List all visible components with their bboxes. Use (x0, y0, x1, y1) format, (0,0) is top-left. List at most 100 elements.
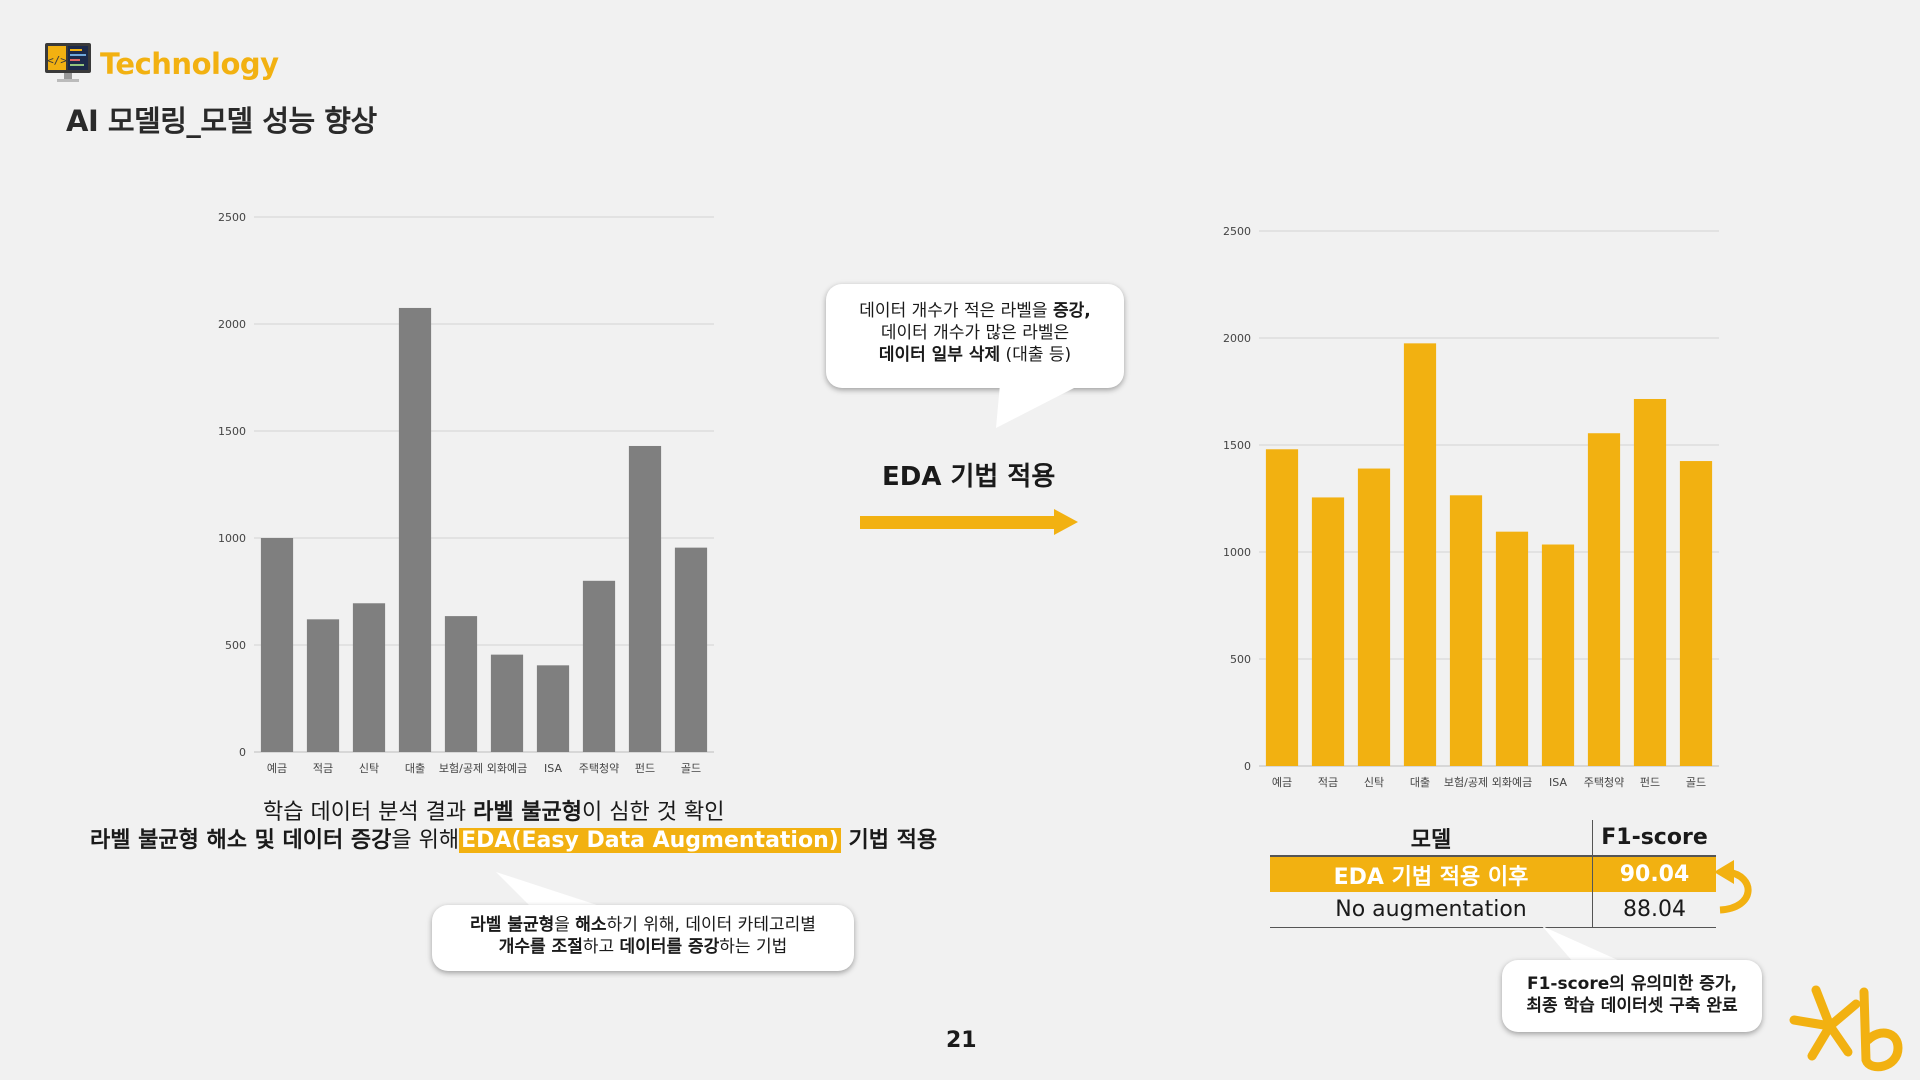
after-chart-bar (1311, 497, 1345, 766)
text: 하는 기법 (719, 937, 788, 957)
bubble-left: 라벨 불균형을 해소하기 위해, 데이터 카테고리별 개수를 조절하고 데이터를… (432, 905, 854, 971)
table-header-row: 모델 F1-score (1270, 820, 1716, 857)
text: 을 (554, 915, 576, 935)
bold-text: 증강, (1052, 301, 1091, 321)
label-distribution-before-chart: 0 500 1000 1500 2000 2500 예금 적금 신탁 대출 보험/공제 외화예금 ISA… (200, 200, 740, 794)
label-distribution-after-chart: 0 500 1000 1500 2000 2500 예금 적금 신탁 대출 보험/공제 외화예금 ISA… (1205, 214, 1745, 808)
before-chart-category-label: 골드 (681, 762, 701, 775)
bold-text: 데이터를 증강 (619, 937, 720, 957)
after-chart-y-tick-label: 2000 (1223, 332, 1251, 345)
after-chart-bar (1357, 468, 1391, 766)
after-chart-category-label: 외화예금 (1492, 776, 1532, 789)
before-chart-y-tick-label: 1000 (218, 532, 246, 545)
before-chart-category-label: 예금 (267, 762, 287, 775)
bubble-right-line-2: 최종 학습 데이터셋 구축 완료 (1526, 996, 1738, 1016)
bubble-left-tail (496, 872, 600, 906)
right-arrow-icon (860, 509, 1078, 535)
after-chart-category-label: 펀드 (1640, 776, 1660, 789)
before-chart-bar (444, 616, 478, 752)
text: 데이터 개수가 적은 라벨을 (859, 301, 1053, 321)
before-chart-bar (582, 580, 616, 752)
after-chart-category-label: 주택청약 (1584, 775, 1624, 789)
curved-up-arrow-icon (1714, 860, 1752, 914)
text: 하기 위해, 데이터 카테고리별 (606, 915, 816, 935)
score-cell: 88.04 (1592, 892, 1716, 928)
kb-star-logo (1789, 985, 1903, 1072)
monitor-code-icon: </> (45, 43, 91, 82)
after-chart-bar (1265, 449, 1299, 766)
before-chart-bar (536, 665, 570, 752)
after-chart-bar (1403, 343, 1437, 766)
after-chart-y-tick-label: 1500 (1223, 439, 1251, 452)
caption-line-1: 학습 데이터 분석 결과 라벨 불균형이 심한 것 확인 (263, 794, 724, 826)
after-chart-bar (1495, 531, 1529, 766)
eda-highlight: EDA(Easy Data Augmentation) (459, 828, 841, 853)
bubble-top: 데이터 개수가 적은 라벨을 증강, 데이터 개수가 많은 라벨은 데이터 일부… (826, 284, 1124, 388)
caption-text: 이 심한 것 확인 (582, 800, 725, 825)
after-chart-y-tick-label: 2500 (1223, 225, 1251, 238)
bubble-right-tail (1542, 926, 1640, 970)
before-chart-y-tick-label: 500 (225, 639, 246, 652)
bubble-top-line-2: 데이터 개수가 많은 라벨은 (880, 323, 1070, 343)
bubble-top-line-1: 데이터 개수가 적은 라벨을 증강, (826, 300, 1124, 322)
after-chart-y-tick-label: 1000 (1223, 546, 1251, 559)
table-row: No augmentation 88.04 (1270, 892, 1716, 928)
caption-bold: 기법 적용 (840, 828, 938, 853)
page-number: 21 (946, 1028, 977, 1053)
after-chart-y-tick-label: 0 (1244, 760, 1251, 773)
before-chart-category-label: 신탁 (359, 762, 379, 775)
svg-text:</>: </> (47, 54, 67, 67)
after-chart-category-label: 신탁 (1364, 776, 1384, 789)
caption-bold: 라벨 불균형 해소 및 데이터 증강 (90, 828, 392, 853)
after-chart-category-label: 골드 (1686, 776, 1706, 789)
caption-bold: 라벨 불균형 (473, 800, 583, 825)
before-chart-y-tick-label: 2500 (218, 211, 246, 224)
before-chart-bar (674, 547, 708, 752)
after-chart-category-label: 적금 (1318, 776, 1338, 789)
before-chart-category-label: 외화예금 (487, 762, 527, 775)
after-chart-bar (1449, 495, 1483, 766)
before-chart-y-tick-label: 2000 (218, 318, 246, 331)
table-row: EDA 기법 적용 이후 90.04 (1270, 856, 1716, 892)
caption-text: 학습 데이터 분석 결과 (263, 800, 474, 825)
before-chart-bar (352, 603, 386, 752)
before-chart-category-label: 주택청약 (579, 761, 619, 775)
after-chart-category-label: ISA (1549, 776, 1567, 789)
bubble-right: F1-score의 유의미한 증가, 최종 학습 데이터셋 구축 완료 (1502, 960, 1762, 1032)
before-chart-category-label: 적금 (313, 762, 333, 775)
before-chart-category-label: 보험/공제 (439, 762, 483, 775)
after-chart-category-label: 대출 (1410, 776, 1430, 789)
after-chart-y-tick-label: 500 (1230, 653, 1251, 666)
before-chart-category-label: 펀드 (635, 762, 655, 775)
after-chart-category-label: 예금 (1272, 776, 1292, 789)
bold-text: 데이터 일부 삭제 (878, 345, 1001, 365)
before-chart-bar (490, 654, 524, 752)
model-cell: No augmentation (1270, 892, 1593, 928)
bold-text: 라벨 불균형 (470, 915, 555, 935)
after-chart-bar (1633, 398, 1667, 766)
eda-apply-label: EDA 기법 적용 (882, 462, 1056, 492)
f1-score-table: 모델 F1-score EDA 기법 적용 이후 90.04 No augmen… (1270, 820, 1716, 928)
before-chart-bar (306, 619, 340, 752)
after-chart-bar (1679, 461, 1713, 766)
bold-text: 해소 (575, 915, 607, 935)
before-chart-y-tick-label: 0 (239, 746, 246, 759)
caption-line-2: 라벨 불균형 해소 및 데이터 증강을 위해EDA(Easy Data Augm… (90, 822, 937, 854)
before-chart-bar (628, 445, 662, 752)
bold-text: 개수를 조절 (498, 937, 583, 957)
before-chart-y-tick-label: 1500 (218, 425, 246, 438)
after-chart-bar (1587, 433, 1621, 766)
after-chart-category-label: 보험/공제 (1444, 776, 1488, 789)
score-cell: 90.04 (1592, 856, 1716, 892)
header-f1-score: F1-score (1592, 820, 1716, 857)
text: 하고 (582, 937, 620, 957)
page-title: AI 모델링_모델 성능 향상 (66, 104, 377, 138)
brand-title: Technology (100, 47, 279, 81)
after-chart-bar (1541, 544, 1575, 766)
before-chart-bar (398, 307, 432, 752)
bubble-top-line-3: 데이터 일부 삭제 (대출 등) (826, 344, 1124, 366)
bubble-top-tail (996, 384, 1074, 428)
header-model: 모델 (1270, 820, 1593, 857)
before-chart-bar (260, 538, 294, 752)
bubble-left-line-2: 개수를 조절하고 데이터를 증강하는 기법 (432, 936, 854, 958)
